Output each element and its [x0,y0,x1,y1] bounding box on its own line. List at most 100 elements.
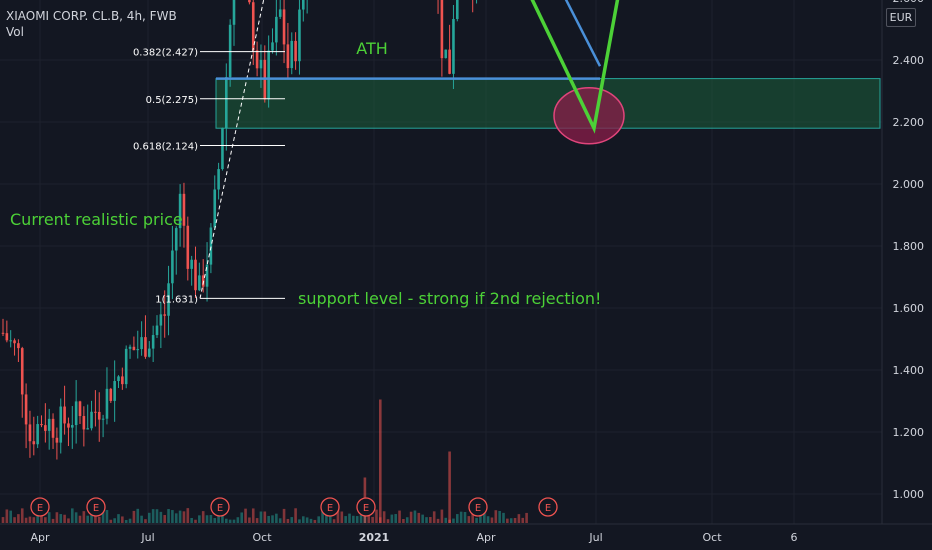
candle-body[interactable] [278,9,282,17]
earnings-event-marker[interactable] [538,497,558,517]
candle-body[interactable] [190,259,193,269]
candle-body[interactable] [124,348,128,385]
candle-body[interactable] [5,333,9,341]
candle-body[interactable] [86,428,89,430]
candle-body[interactable] [198,275,201,291]
volume-label[interactable]: Vol [6,25,24,39]
candle-body[interactable] [36,424,39,445]
candle-body[interactable] [1,332,5,334]
candle-body[interactable] [167,283,170,316]
candle-body[interactable] [55,437,59,443]
candle-body[interactable] [151,335,155,349]
candle-body[interactable] [232,0,236,25]
candle-body[interactable] [136,349,140,351]
candle-body[interactable] [113,381,116,401]
candle-body[interactable] [78,401,82,417]
candle-body[interactable] [155,325,159,336]
volume-bar [232,519,236,523]
earnings-event-marker[interactable] [30,497,50,517]
candle-body[interactable] [117,376,120,382]
candle-body[interactable] [271,42,274,51]
candle-body[interactable] [90,411,93,429]
candle-body[interactable] [221,128,224,170]
x-tick-label: 2021 [359,531,390,544]
candle-body[interactable] [51,418,55,438]
candle-body[interactable] [40,424,43,426]
candle-body[interactable] [213,189,217,228]
candle-body[interactable] [182,193,186,226]
currency-label[interactable]: EUR [886,8,916,27]
volume-bar [452,518,455,523]
earnings-event-marker[interactable] [356,497,376,517]
candle-body[interactable] [159,314,163,326]
support-zone[interactable] [215,78,881,129]
symbol-title[interactable]: XIAOMI CORP. CL.B, 4h, FWB [6,9,177,23]
candle-body[interactable] [294,40,297,62]
candle-body[interactable] [225,77,228,129]
earnings-event-marker[interactable] [468,497,488,517]
candle-body[interactable] [121,376,124,385]
candle-body[interactable] [452,19,455,74]
candle-body[interactable] [59,406,63,443]
candle-body[interactable] [32,441,36,445]
x-axis: Apr Jul Oct 2021 Apr Jul Oct 6 [0,523,932,544]
candle-body[interactable] [205,264,209,287]
candle-body[interactable] [302,0,305,10]
candle-body[interactable] [44,425,47,431]
candle-body[interactable] [267,50,270,100]
candle-body[interactable] [282,9,286,45]
candle-body[interactable] [74,401,78,426]
earnings-event-label: E [363,503,369,514]
candle-body[interactable] [82,416,86,430]
candle-body[interactable] [97,411,101,420]
candle-body[interactable] [444,49,448,59]
candle-body[interactable] [20,348,24,395]
candle-body[interactable] [47,418,51,431]
candle-body[interactable] [148,348,151,357]
candle-body[interactable] [63,406,66,424]
candle-body[interactable] [298,9,301,62]
candle-body[interactable] [132,346,136,351]
candle-body[interactable] [24,394,28,425]
candle-body[interactable] [186,225,190,269]
candle-body[interactable] [67,423,70,428]
candle-body[interactable] [178,193,182,229]
candle-body[interactable] [217,169,220,190]
candle-body[interactable] [174,228,178,251]
candle-body[interactable] [163,314,166,316]
candle-body[interactable] [248,0,251,3]
candle-body[interactable] [171,250,174,284]
earnings-event-marker[interactable] [320,497,340,517]
candle-body[interactable] [109,388,113,401]
candle-body[interactable] [228,24,232,78]
candle-body[interactable] [71,425,74,428]
candle-body[interactable] [275,16,278,43]
candle-body[interactable] [286,44,290,69]
candle-body[interactable] [128,346,132,349]
candle-body[interactable] [290,40,294,69]
candle-body[interactable] [255,50,259,69]
candle-body[interactable] [28,424,32,442]
candle-body[interactable] [94,411,97,413]
candle-body[interactable] [13,340,16,344]
candle-body[interactable] [440,0,444,59]
candle-body[interactable] [105,388,109,419]
volume-bar [194,519,197,523]
candle-body[interactable] [448,49,451,74]
candle-body[interactable] [9,340,12,342]
candle-body[interactable] [456,0,459,20]
candle-body[interactable] [17,343,20,349]
candle-body[interactable] [194,259,197,291]
candle-body[interactable] [259,59,263,69]
candle-body[interactable] [251,2,255,51]
volume-bar [259,511,263,523]
earnings-event-label: E [37,503,43,514]
candle-body[interactable] [144,337,147,357]
candle-body[interactable] [209,227,213,265]
candle-body[interactable] [140,337,143,350]
earnings-event-marker[interactable] [86,497,106,517]
candle-body[interactable] [101,418,105,420]
volume-bar [386,519,390,523]
earnings-event-marker[interactable] [210,497,230,517]
